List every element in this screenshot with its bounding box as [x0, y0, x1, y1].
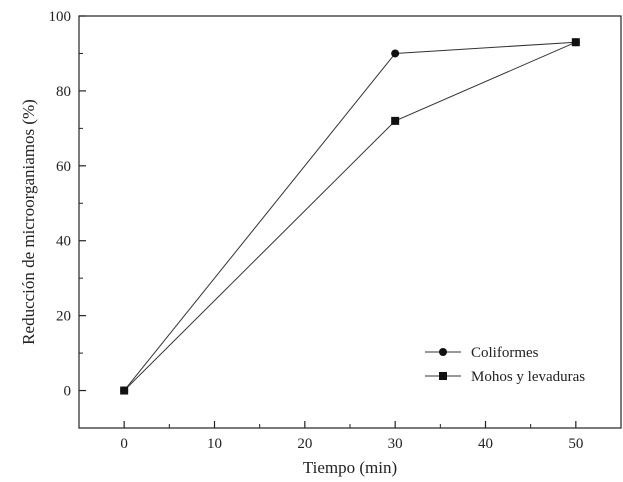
- plot-border: [78, 15, 622, 429]
- legend-label-2: Mohos y levaduras: [471, 369, 585, 385]
- plot-frame: [78, 15, 622, 429]
- data-point-square: [120, 386, 129, 395]
- legend-marker-square: [439, 372, 447, 380]
- x-tick-label: 20: [297, 436, 312, 452]
- x-tick-label: 30: [388, 436, 403, 452]
- legend-marker-circle: [439, 348, 447, 356]
- x-axis: 0 10 20 30 40 50: [78, 421, 583, 452]
- y-tick-label: 80: [56, 84, 71, 100]
- y-axis-title: Reducción de microorganiamos (%): [19, 99, 38, 345]
- data-point-circle: [391, 49, 400, 58]
- y-tick-label: 0: [64, 384, 72, 400]
- data-point-square: [571, 38, 580, 47]
- x-tick-label: 50: [568, 436, 583, 452]
- x-tick-label: 10: [207, 436, 222, 452]
- x-tick-label: 40: [478, 436, 493, 452]
- x-axis-title: Tiempo (min): [303, 458, 397, 477]
- series-line-1: [123, 41, 576, 391]
- series-line-2: [123, 41, 577, 391]
- legend: Coliformes Mohos y levaduras: [425, 345, 585, 385]
- y-tick-label: 60: [56, 159, 71, 175]
- data-point-square: [391, 116, 400, 125]
- x-tick-label: 0: [120, 436, 128, 452]
- legend-label-1: Coliformes: [471, 345, 539, 361]
- y-tick-label: 20: [56, 309, 71, 325]
- y-axis: 0 20 40 60 80 100: [49, 9, 86, 429]
- y-tick-label: 100: [49, 9, 72, 25]
- series-layer: [120, 38, 580, 395]
- y-tick-label: 40: [56, 234, 71, 250]
